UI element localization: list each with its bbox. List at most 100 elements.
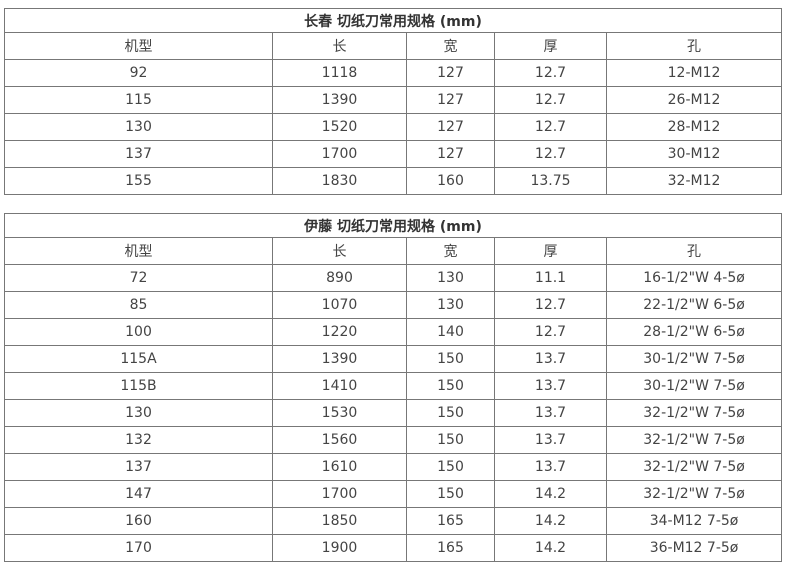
table-cell: 140: [406, 318, 495, 346]
table-cell: 132: [4, 426, 273, 454]
table-cell: 36-M12 7-5ø: [605, 534, 783, 562]
table-cell: 13.7: [494, 426, 607, 454]
table-cell: 1220: [272, 318, 407, 346]
table-cell: 12.7: [494, 59, 607, 87]
table-cell: 150: [406, 480, 495, 508]
table-cell: 115: [4, 86, 273, 114]
table-cell: 115A: [4, 345, 273, 373]
table-cell: 150: [406, 399, 495, 427]
table-cell: 12.7: [494, 140, 607, 168]
table-cell: 150: [406, 345, 495, 373]
table-cell: 16-1/2"W 4-5ø: [605, 264, 783, 292]
table-cell: 12.7: [494, 291, 607, 319]
table-row: 130 1530 150 13.7 32-1/2"W 7-5ø: [4, 399, 783, 427]
table-cell: 137: [4, 453, 273, 481]
table-row: 72 890 130 11.1 16-1/2"W 4-5ø: [4, 264, 783, 292]
table-cell: 127: [406, 113, 495, 141]
table-cell: 127: [406, 86, 495, 114]
column-header: 孔: [605, 32, 783, 60]
table-cell: 22-1/2"W 6-5ø: [605, 291, 783, 319]
table-cell: 160: [4, 507, 273, 535]
column-header: 宽: [406, 237, 495, 265]
table-cell: 150: [406, 426, 495, 454]
table-cell: 32-M12: [605, 167, 783, 195]
table-cell: 155: [4, 167, 273, 195]
ito-spec-table: 伊藤 切纸刀常用规格 (mm) 机型长宽厚孔 72 890 130 11.1 16-1/2"…: [3, 213, 783, 562]
table-cell: 1610: [272, 453, 407, 481]
table-cell: 13.7: [494, 372, 607, 400]
table-cell: 130: [406, 264, 495, 292]
column-header: 宽: [406, 32, 495, 60]
table-cell: 30-M12: [605, 140, 783, 168]
header-row: 机型长宽厚孔: [4, 237, 783, 265]
table-cell: 127: [406, 140, 495, 168]
table-cell: 150: [406, 453, 495, 481]
table-cell: 30-1/2"W 7-5ø: [605, 372, 783, 400]
table-cell: 170: [4, 534, 273, 562]
table-cell: 12.7: [494, 113, 607, 141]
table-cell: 34-M12 7-5ø: [605, 507, 783, 535]
table-cell: 147: [4, 480, 273, 508]
table-row: 115 1390 127 12.7 26-M12: [4, 86, 783, 114]
table-cell: 1700: [272, 480, 407, 508]
table-cell: 130: [4, 399, 273, 427]
header-row: 机型长宽厚孔: [4, 32, 783, 60]
table-cell: 1900: [272, 534, 407, 562]
column-header: 厚: [494, 32, 607, 60]
table-cell: 85: [4, 291, 273, 319]
table-cell: 28-M12: [605, 113, 783, 141]
table-cell: 13.7: [494, 345, 607, 373]
table-cell: 1520: [272, 113, 407, 141]
table-cell: 165: [406, 534, 495, 562]
table-cell: 1070: [272, 291, 407, 319]
table-cell: 72: [4, 264, 273, 292]
table-cell: 1410: [272, 372, 407, 400]
table-cell: 160: [406, 167, 495, 195]
table-title: 长春 切纸刀常用规格 (mm): [3, 8, 783, 33]
table-cell: 100: [4, 318, 273, 346]
table-cell: 12.7: [494, 86, 607, 114]
table-cell: 1850: [272, 507, 407, 535]
table-cell: 130: [4, 113, 273, 141]
table-cell: 13.7: [494, 399, 607, 427]
table-cell: 165: [406, 507, 495, 535]
table-cell: 30-1/2"W 7-5ø: [605, 345, 783, 373]
table-cell: 11.1: [494, 264, 607, 292]
table-row: 130 1520 127 12.7 28-M12: [4, 113, 783, 141]
table-cell: 14.2: [494, 480, 607, 508]
table-row: 147 1700 150 14.2 32-1/2"W 7-5ø: [4, 480, 783, 508]
table-cell: 1118: [272, 59, 407, 87]
table-cell: 890: [272, 264, 407, 292]
table-cell: 32-1/2"W 7-5ø: [605, 453, 783, 481]
table-row: 115B 1410 150 13.7 30-1/2"W 7-5ø: [4, 372, 783, 400]
table-cell: 150: [406, 372, 495, 400]
table-row: 100 1220 140 12.7 28-1/2"W 6-5ø: [4, 318, 783, 346]
table-row: 170 1900 165 14.2 36-M12 7-5ø: [4, 534, 783, 562]
column-header: 厚: [494, 237, 607, 265]
table-row: 160 1850 165 14.2 34-M12 7-5ø: [4, 507, 783, 535]
table-cell: 12-M12: [605, 59, 783, 87]
table-cell: 92: [4, 59, 273, 87]
table-row: 92 1118 127 12.7 12-M12: [4, 59, 783, 87]
table-cell: 1560: [272, 426, 407, 454]
changchun-spec-table: 长春 切纸刀常用规格 (mm) 机型长宽厚孔 92 1118 127 12.7 12-M12…: [3, 8, 783, 195]
table-cell: 1530: [272, 399, 407, 427]
table-cell: 137: [4, 140, 273, 168]
table-cell: 12.7: [494, 318, 607, 346]
column-header: 长: [272, 237, 407, 265]
table-cell: 130: [406, 291, 495, 319]
table-cell: 26-M12: [605, 86, 783, 114]
column-header: 机型: [4, 32, 273, 60]
table-cell: 1830: [272, 167, 407, 195]
table-row: 155 1830 160 13.75 32-M12: [4, 167, 783, 195]
column-header: 孔: [605, 237, 783, 265]
table-row: 137 1700 127 12.7 30-M12: [4, 140, 783, 168]
table-row: 115A 1390 150 13.7 30-1/2"W 7-5ø: [4, 345, 783, 373]
table-cell: 32-1/2"W 7-5ø: [605, 480, 783, 508]
column-header: 机型: [4, 237, 273, 265]
table-title: 伊藤 切纸刀常用规格 (mm): [3, 213, 783, 238]
table-row: 137 1610 150 13.7 32-1/2"W 7-5ø: [4, 453, 783, 481]
table-row: 85 1070 130 12.7 22-1/2"W 6-5ø: [4, 291, 783, 319]
table-cell: 14.2: [494, 507, 607, 535]
table-cell: 13.7: [494, 453, 607, 481]
